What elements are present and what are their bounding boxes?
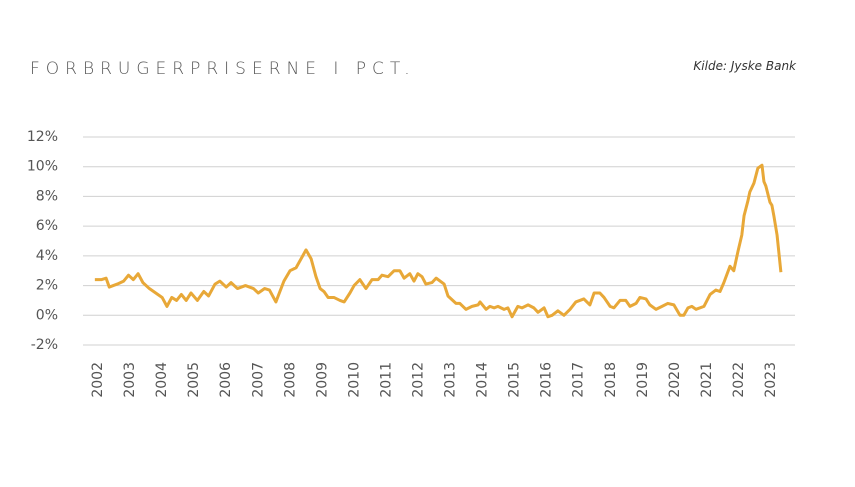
y-tick-label: 10% (27, 159, 58, 175)
x-tick-label: 2013 (443, 362, 459, 398)
x-tick-label: 2007 (250, 362, 266, 398)
y-tick-label: 12% (27, 129, 58, 145)
x-tick-label: 2008 (282, 362, 298, 398)
x-tick-label: 2002 (90, 362, 106, 398)
source-note: Kilde: Jyske Bank (693, 59, 797, 73)
y-tick-label: 4% (36, 248, 58, 264)
cpi-line (94, 163, 783, 319)
x-tick-label: 2018 (603, 362, 619, 398)
y-tick-label: 2% (36, 278, 58, 294)
x-tick-label: 2019 (635, 362, 651, 398)
x-tick-label: 2004 (154, 362, 170, 398)
x-tick-label: 2023 (763, 362, 779, 398)
x-tick-label: 2022 (731, 362, 747, 398)
x-tick-label: 2003 (122, 362, 138, 398)
y-tick-label: 0% (36, 307, 58, 323)
y-tick-label: 6% (36, 218, 58, 234)
x-tick-label: 2012 (410, 362, 426, 398)
x-tick-label: 2020 (667, 362, 683, 398)
chart-title: FORBRUGERPRISERNE I PCT. (30, 59, 416, 79)
x-tick-label: 2011 (378, 362, 394, 398)
y-tick-label: 8% (36, 188, 58, 204)
x-tick-label: 2014 (475, 362, 491, 398)
x-tick-label: 2017 (571, 362, 587, 398)
x-tick-label: 2009 (314, 362, 330, 398)
x-tick-label: 2015 (507, 362, 523, 398)
x-tick-label: 2006 (218, 362, 234, 398)
x-tick-label: 2010 (346, 362, 362, 398)
x-tick-label: 2016 (539, 362, 555, 398)
x-tick-label: 2021 (699, 362, 715, 398)
x-tick-label: 2005 (186, 362, 202, 398)
y-tick-label: -2% (31, 337, 58, 353)
